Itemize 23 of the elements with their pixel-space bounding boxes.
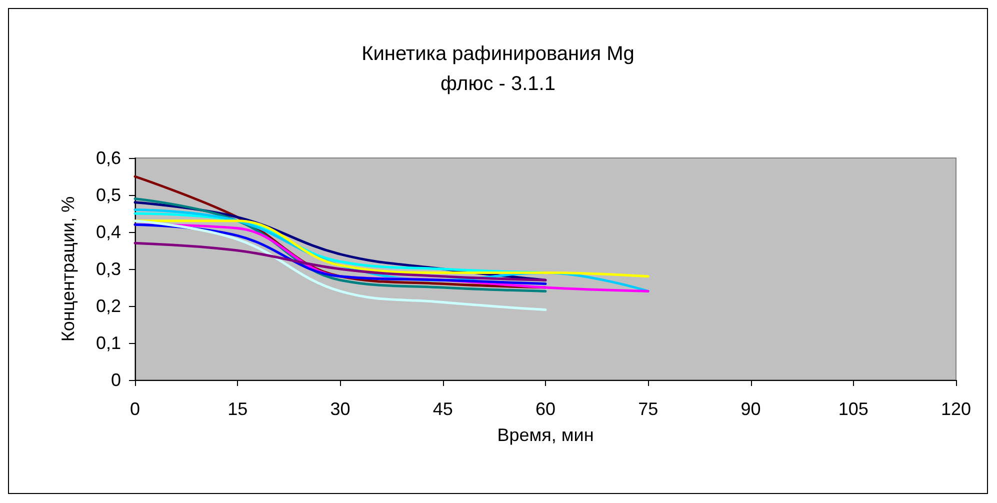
y-axis-title: Концентрации, %	[58, 196, 78, 342]
x-tick-label: 60	[535, 399, 556, 419]
x-tick-label: 90	[740, 399, 761, 419]
x-tick-label: 45	[432, 399, 453, 419]
y-tick-label: 0,3	[96, 259, 121, 279]
y-tick-label: 0,1	[96, 333, 121, 353]
x-axis-title: Время, мин	[497, 425, 594, 445]
x-tick-label: 30	[330, 399, 350, 419]
y-tick-label: 0,2	[96, 296, 121, 316]
x-tick-label: 15	[228, 399, 248, 419]
y-tick-label: 0,4	[96, 222, 121, 242]
x-tick-label: 120	[940, 399, 972, 419]
x-tick-label: 0	[130, 399, 140, 419]
line-series	[134, 242, 547, 282]
y-tick-label: 0,6	[96, 148, 121, 168]
line-series	[134, 220, 650, 278]
chart-subtitle: флюс - 3.1.1	[440, 73, 556, 95]
y-tick-label: 0	[110, 370, 121, 390]
chart-title: Кинетика рафинирования Mg	[362, 43, 634, 65]
y-tick-label: 0,5	[96, 185, 121, 205]
x-tick-label: 75	[638, 399, 658, 419]
x-tick-label: 105	[838, 399, 868, 419]
line-series	[134, 220, 547, 311]
